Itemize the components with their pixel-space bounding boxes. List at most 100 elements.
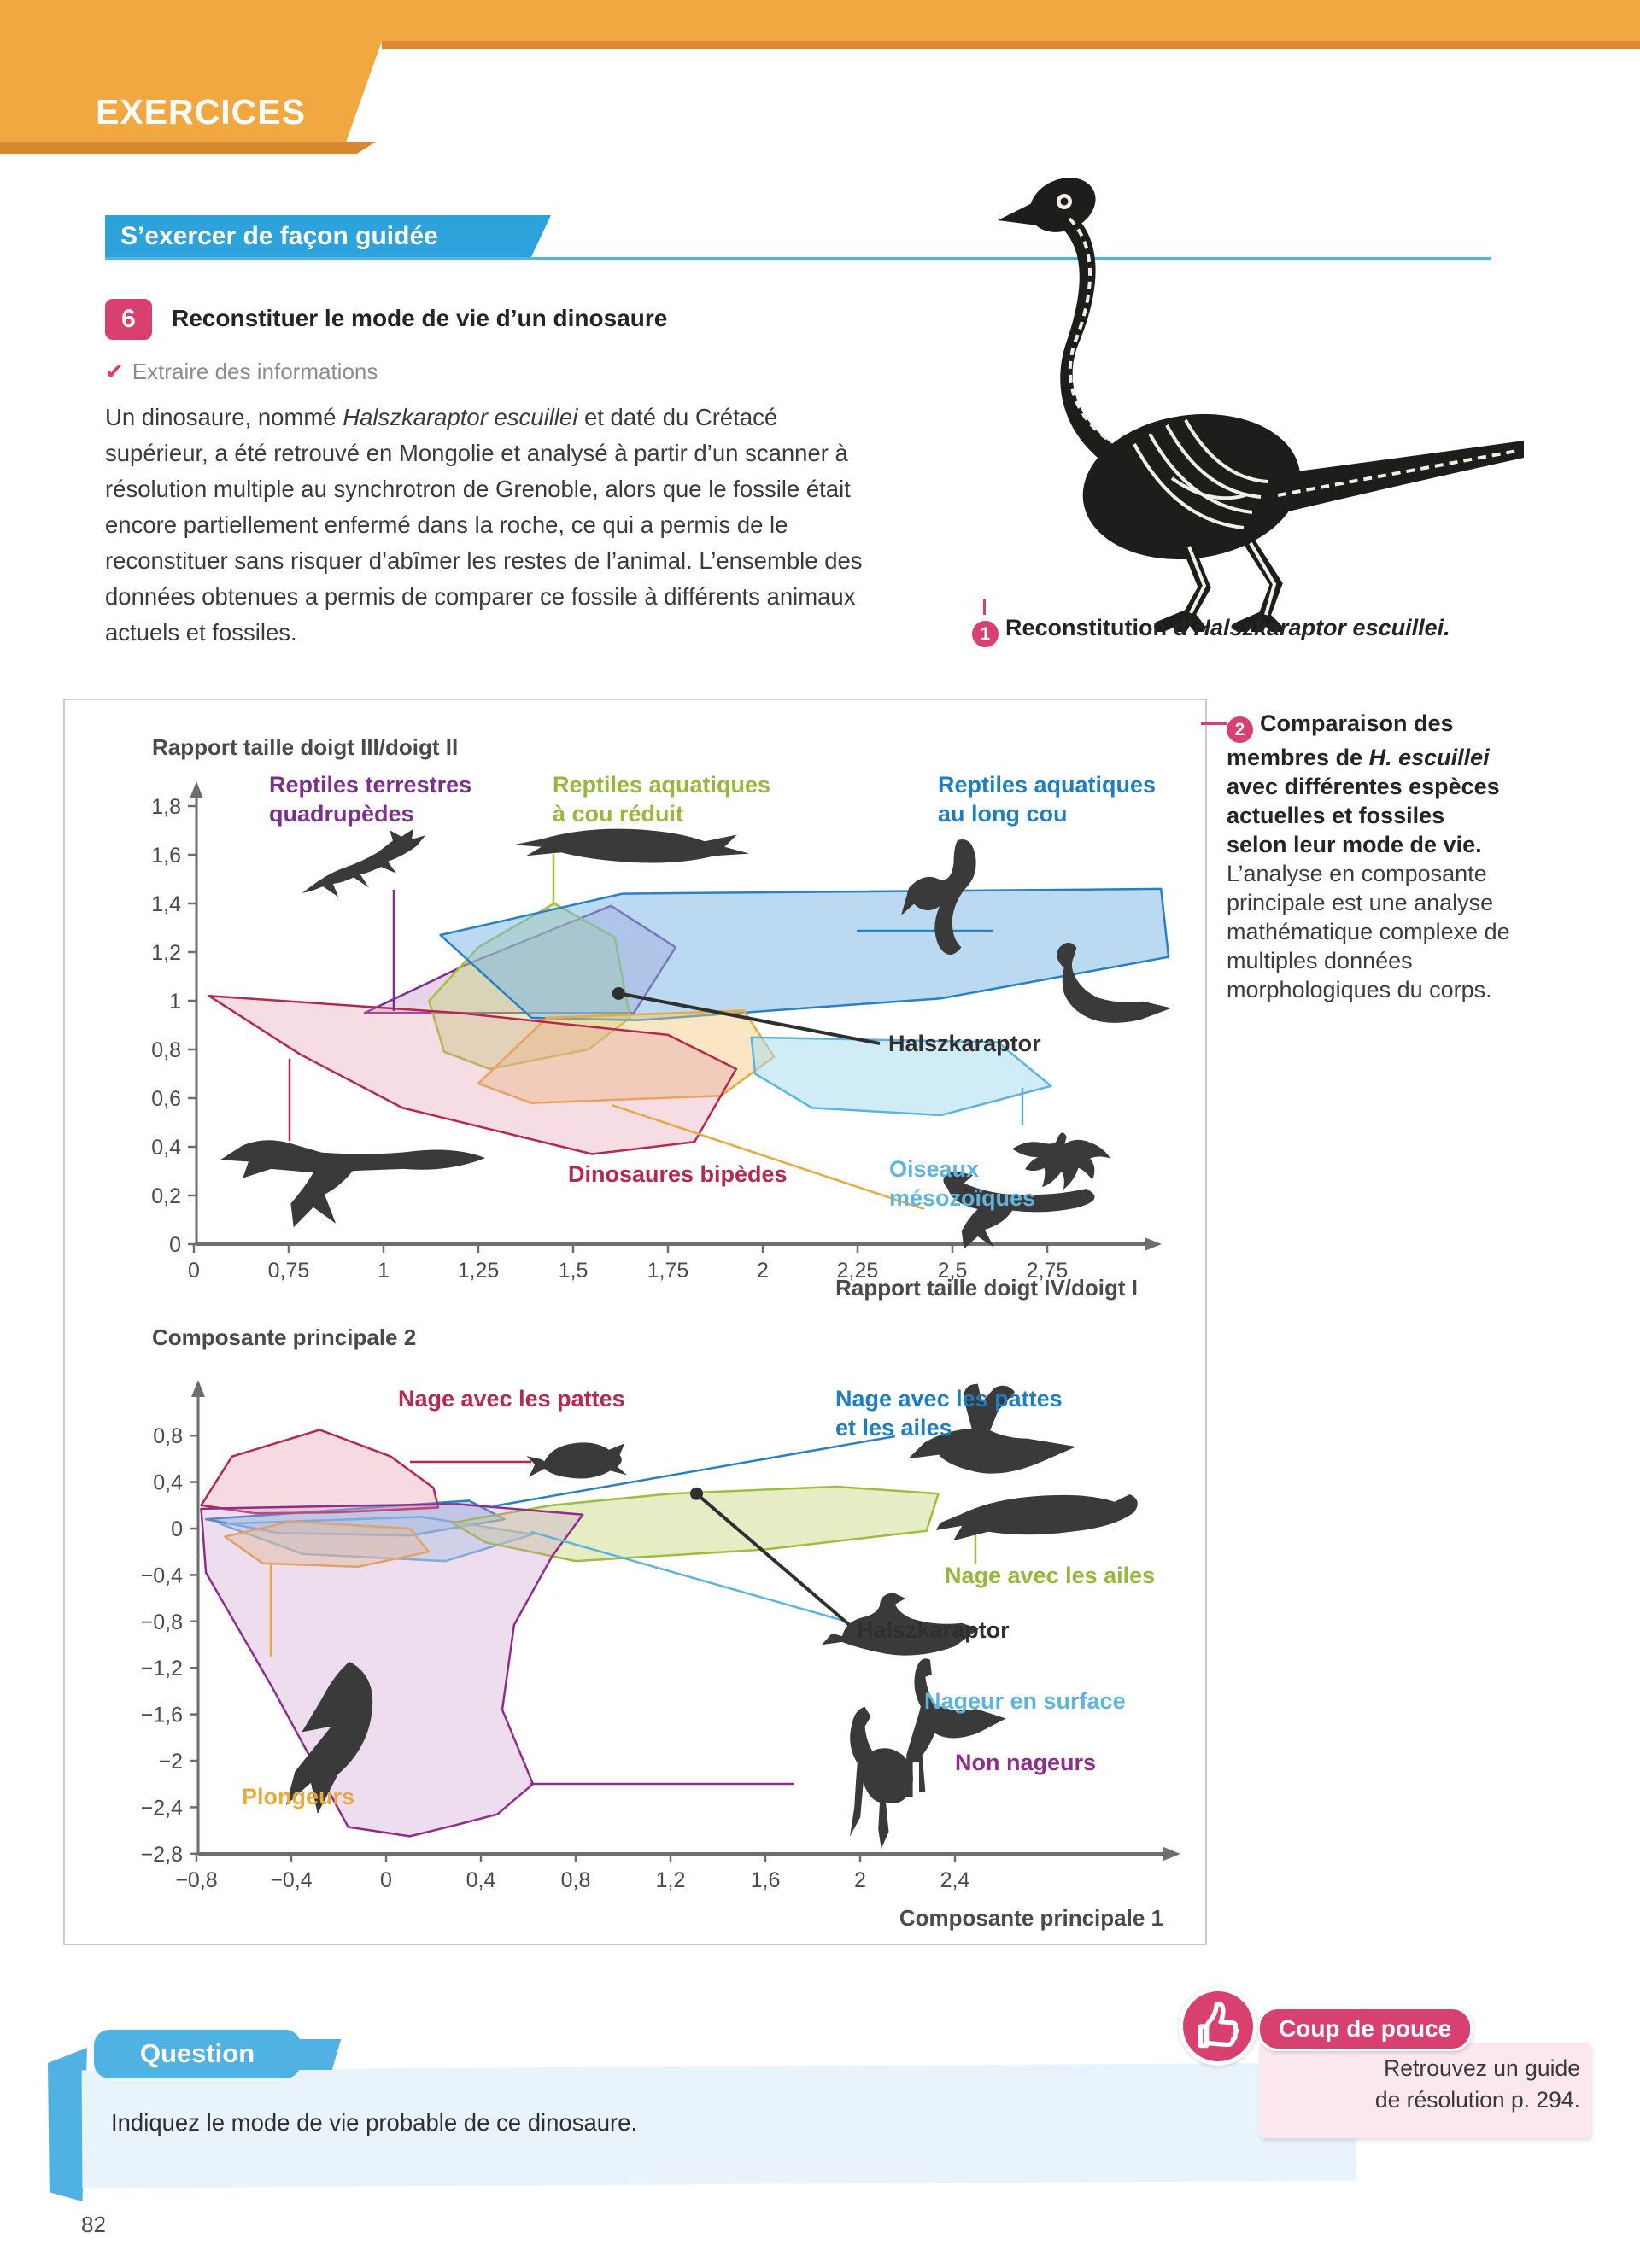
y-tick-label: −1,6: [141, 1704, 183, 1727]
x-tick-label: 1,75: [647, 1259, 689, 1283]
y-tick-label: −1,2: [141, 1657, 183, 1681]
y-tick-label: 0,4: [151, 1136, 181, 1160]
y-tick-label: 0,8: [153, 1424, 183, 1448]
x-tick-label: 1,2: [656, 1868, 686, 1892]
species-name-italic: Halszkaraptor escuillei: [343, 404, 578, 430]
x-axis-title: Rapport taille doigt IV/doigt I: [835, 1275, 1138, 1301]
oiseaux-mesozoiques-label: Oiseaux mésozoïques: [889, 1156, 1035, 1211]
figure2-number-badge: 2: [1227, 716, 1253, 743]
y-tick-label: −2,4: [141, 1796, 183, 1820]
y-tick-label: 1,6: [151, 844, 181, 868]
x-tick-label: 0,8: [561, 1868, 591, 1892]
duck-silhouette: [822, 1593, 979, 1656]
flapping-duck-silhouette: [908, 1383, 1076, 1474]
x-axis-title: Composante principale 1: [899, 1905, 1163, 1931]
y-tick-label: 1,2: [151, 941, 181, 965]
connector-line: [617, 991, 881, 1045]
figure2-caption: 2 Comparaison des membres de H. escuillei…: [1227, 709, 1510, 1004]
x-tick-label: 1,5: [559, 1259, 589, 1283]
figure2-caption-species: H. escuillei: [1368, 745, 1490, 770]
mosasaur-silhouette: [513, 828, 750, 863]
y-axis-title: Composante principale 2: [152, 1324, 416, 1350]
figure1-caption: 1 Reconstitution d’Halszkaraptor escuille…: [972, 615, 1527, 647]
skeleton-bone-details: [1068, 217, 1518, 616]
figure1-number-badge: 1: [972, 621, 999, 647]
y-tick-label: −0,8: [141, 1610, 183, 1634]
y-axis-arrow: [190, 781, 203, 798]
halszkaraptor-label: Halszkaraptor: [857, 1617, 1010, 1643]
coup-line2: de résolution p. 294.: [1374, 2087, 1580, 2113]
caption1-pin: [983, 599, 986, 615]
x-tick-label: 2,25: [837, 1259, 879, 1283]
exercise-paragraph: Un dinosaure, nommé Halszkaraptor escuil…: [105, 400, 878, 651]
dinosaur-skeleton-svg: [998, 178, 1524, 636]
coup-line1: Retrouvez un guide: [1384, 2055, 1580, 2081]
halszkaraptor-point: [612, 986, 625, 1000]
x-tick-label: −0,4: [270, 1868, 312, 1892]
exercise-title: Reconstituer le mode de vie d’un dinosau…: [172, 305, 668, 331]
region-Dinosaures bipèdes: [208, 995, 738, 1155]
skill-line: ✔ Extraire des informations: [105, 359, 378, 385]
y-axis-title: Rapport taille doigt III/doigt II: [152, 734, 458, 760]
connector-line: [492, 1435, 896, 1508]
caption2-connector: [1201, 722, 1227, 725]
non-nageurs-label: Non nageurs: [955, 1750, 1096, 1775]
figure1-caption-text: Reconstitution d’: [1005, 615, 1194, 640]
region-Oiseaux mésozoïques: [750, 1036, 1052, 1117]
exercices-tab: [0, 41, 382, 143]
figure2-caption-lead: Comparaison des membres de: [1227, 710, 1454, 770]
long-neck-bird-silhouette: [1057, 942, 1172, 1023]
banner-rule: [105, 257, 1491, 260]
x-tick-label: 0: [380, 1868, 392, 1892]
y-tick-label: 0,4: [153, 1471, 183, 1495]
coup-de-pouce-text: Retrouvez un guide de résolution p. 294.: [1269, 2053, 1580, 2116]
figure2-caption-body: L’analyse en composante principale est u…: [1227, 861, 1510, 1002]
connector-line: [530, 1530, 845, 1622]
x-tick-label: 0: [188, 1259, 200, 1283]
figure1-caption-species: Halszkaraptor escuillei.: [1193, 615, 1450, 640]
x-tick-label: −0,8: [175, 1868, 217, 1892]
y-tick-label: −2: [158, 1750, 183, 1774]
x-tick-label: 1,25: [458, 1259, 500, 1283]
x-tick-label: 1,6: [751, 1868, 781, 1892]
reptiles-cou-reduit-label: Reptiles aquatiques à cou réduit: [553, 772, 770, 827]
dinosaur-skeleton-illustration: [974, 120, 1538, 636]
oviraptor-silhouette: [943, 1171, 1095, 1249]
region-Nage avec les ailes: [451, 1485, 940, 1563]
x-tick-label: 0,75: [268, 1259, 310, 1283]
chart-c1: 0 0,75 1 1,25 1,5 1,75 2 2,25 2,5 2,75 0 0,2 0,4 0,6 0…: [151, 734, 1172, 1301]
figure2-caption-tail: avec différentes espèces actuelles et fo…: [1227, 774, 1500, 857]
y-axis-arrow: [191, 1380, 205, 1397]
ostrich-silhouette: [850, 1706, 913, 1850]
section-title: EXERCICES: [96, 92, 306, 132]
x-tick-label: 2,5: [938, 1259, 968, 1283]
diving-seal-silhouette: [285, 1661, 373, 1815]
penguin-silhouette: [935, 1494, 1138, 1541]
x-tick-label: 2: [757, 1259, 769, 1283]
coup-de-pouce-box: [1259, 2043, 1590, 2138]
thumb-up-icon: [1198, 2001, 1239, 2049]
y-tick-label: 0,8: [151, 1038, 181, 1062]
nage-ailes-label: Nage avec les ailes: [945, 1563, 1155, 1588]
connector-line: [611, 1103, 925, 1211]
lizard-silhouette: [302, 828, 425, 897]
nage-pattes-label: Nage avec les pattes: [398, 1386, 625, 1412]
plesiosaur-silhouette: [901, 839, 976, 956]
region-Nage avec les pattes: [200, 1429, 440, 1515]
chart-c2: −0,8 −0,4 0 0,4 0,8 1,2 1,6 2 2,4 0,8 0,4 0 −0,4 −0,8…: [141, 1324, 1180, 1931]
coup-de-pouce-circle: [1179, 1987, 1257, 2066]
y-tick-label: 0,2: [151, 1184, 181, 1208]
nage-pattes-ailes-label: Nage avec les pattes et les ailes: [835, 1386, 1063, 1441]
question-tab: Question: [94, 2030, 301, 2078]
y-tick-label: 1: [169, 990, 181, 1014]
x-tick-label: 2: [854, 1868, 866, 1892]
mesozoic-bird-silhouette: [1012, 1132, 1110, 1190]
check-icon: ✔: [105, 359, 124, 384]
skeleton-pupil: [1060, 197, 1069, 206]
dromaeosaur-silhouette: [220, 1140, 486, 1228]
y-tick-label: −0,4: [141, 1564, 183, 1587]
region-Nageur en surface: [219, 1516, 535, 1563]
paragraph-text-before: Un dinosaure, nommé: [105, 404, 343, 430]
